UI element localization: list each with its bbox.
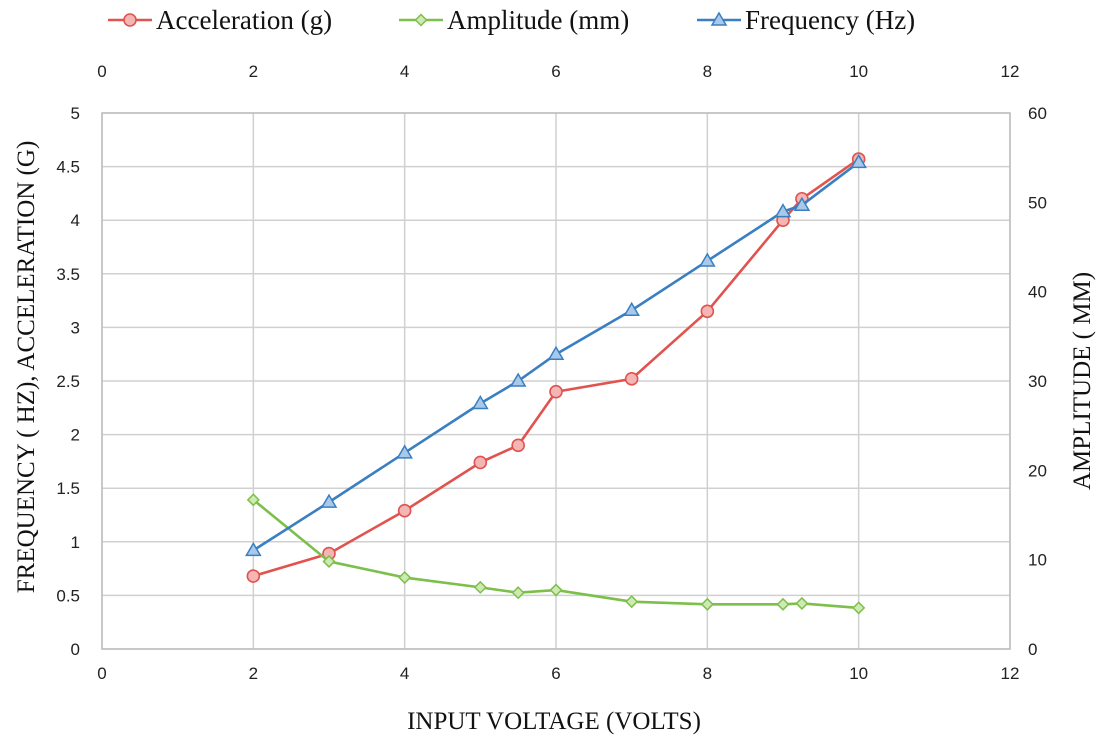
x-tick-label: 4 [400,664,409,683]
x-axis-title: INPUT VOLTAGE (VOLTS) [407,708,701,735]
legend-marker [710,11,728,26]
y-axis-title: FREQUENCY ( HZ), ACCELERATION (G) [13,141,40,594]
data-point [795,596,809,611]
y2-axis-title: AMPLITUDE ( MM) [1069,272,1096,490]
data-point [700,597,714,611]
legend-label: Frequency (Hz) [745,5,915,35]
data-point [776,597,790,611]
y2-tick-label: 50 [1028,193,1047,212]
data-point [774,203,792,218]
x-tick-label: 8 [703,664,712,683]
legend-marker [123,13,137,27]
data-point [511,438,525,453]
legend-item: Frequency (Hz) [697,5,915,35]
data-point [549,583,563,597]
x-top-tick-label: 2 [249,62,258,81]
data-point [850,153,867,169]
data-point [699,252,716,267]
data-point [547,345,565,360]
y-tick-label: 3.5 [56,265,80,284]
series-group [245,152,867,615]
series-triangle [245,153,867,557]
data-point [396,444,413,459]
y2-tick-label: 0 [1028,640,1037,659]
x-tick-label: 0 [97,664,106,683]
x-tick-label: 12 [1001,664,1020,683]
y-tick-label: 0.5 [56,586,80,605]
data-point [549,384,563,399]
data-point [473,455,488,470]
data-point [246,569,261,583]
y2-tick-label: 40 [1028,283,1047,302]
data-point [398,570,412,585]
legend-marker [414,13,428,27]
legend-label: Acceleration (g) [156,5,332,35]
x-top-tick-label: 8 [703,62,712,81]
data-point [511,586,525,600]
y2-tick-label: 60 [1028,104,1047,123]
y-tick-label: 3 [71,318,80,337]
x-top-tick-label: 10 [849,62,868,81]
y-tick-label: 5 [71,104,80,123]
data-point [623,301,640,317]
series-diamond [246,493,866,615]
x-top-tick-label: 4 [400,62,409,81]
y-tick-label: 2 [71,426,80,445]
axes: 0 2 4 6 8 10 120 2 4 6 8 10 1200.511.522.533.544.550… [56,62,1047,683]
y-tick-label: 0 [71,640,80,659]
data-point [509,372,527,387]
legend: Acceleration (g) Amplitude (mm) Frequency … [108,5,915,35]
legend-label: Amplitude (mm) [447,5,629,35]
data-point [852,601,866,615]
data-point [625,595,639,609]
data-point [322,554,336,569]
legend-item: Acceleration (g) [108,5,332,35]
x-top-tick-label: 6 [551,62,560,81]
series-circle [246,152,866,583]
legend-item: Amplitude (mm) [399,5,629,35]
data-point [246,493,260,507]
y-tick-label: 4 [71,211,80,230]
x-top-tick-label: 12 [1001,62,1020,81]
y-tick-label: 4.5 [56,158,80,177]
data-point [624,372,639,386]
x-tick-label: 10 [849,664,868,683]
data-point [700,304,715,319]
y-tick-label: 1.5 [56,479,80,498]
gridlines [101,112,1011,650]
data-point [793,196,811,211]
x-tick-label: 6 [551,664,560,683]
data-point [472,395,489,410]
data-point [397,503,412,518]
data-point [473,580,487,594]
y2-tick-label: 10 [1028,551,1047,570]
data-point [320,493,338,508]
plot-frame [101,112,1011,650]
y2-tick-label: 20 [1028,461,1047,480]
data-point [245,541,262,557]
x-tick-label: 2 [249,664,258,683]
x-top-tick-label: 0 [97,62,106,81]
y-tick-label: 2.5 [56,372,80,391]
y2-tick-label: 30 [1028,372,1047,391]
y-tick-label: 1 [71,533,80,552]
